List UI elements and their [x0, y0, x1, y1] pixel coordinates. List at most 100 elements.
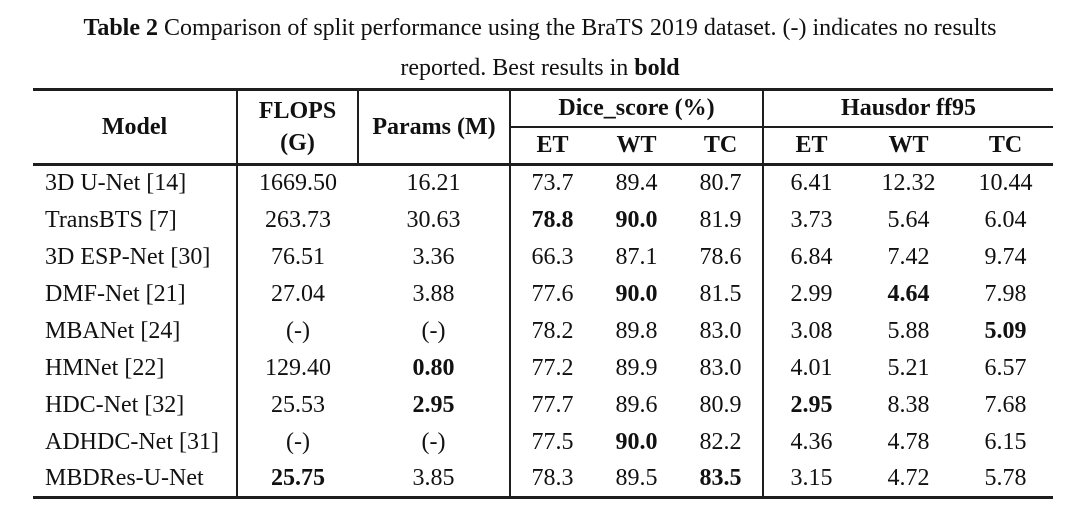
hd-tc-cell: 7.68: [984, 391, 1027, 418]
caption-bold-word: bold: [634, 55, 680, 81]
dice-tc-cell: 83.0: [679, 312, 764, 350]
hd-tc-cell: 10.44: [978, 170, 1033, 197]
model-cell: HDC-Net [32]: [33, 386, 238, 424]
dice-tc-cell: 83.5: [679, 460, 764, 498]
params-cell: 3.85: [358, 460, 511, 498]
dice-et-cell: 77.2: [531, 354, 574, 381]
model-cell: MBDRes-U-Net: [33, 460, 238, 498]
hd-et-cell: 3.08: [790, 317, 833, 344]
model-cell: ADHDC-Net [31]: [33, 423, 238, 461]
caption-line1-text: Comparison of split performance using th…: [158, 15, 997, 41]
model-cell: 3D ESP-Net [30]: [33, 238, 238, 276]
hd-wt-cell: 4.64: [887, 280, 930, 307]
dice-tc-cell: 80.7: [679, 164, 764, 202]
hd-et-cell: 4.01: [790, 354, 833, 381]
params-cell: 3.36: [358, 238, 511, 276]
dice-et-cell: 66.3: [531, 243, 574, 270]
hd-et-cell: 3.73: [790, 206, 833, 233]
table-row: 3D U-Net [14] 1669.50 16.21 73.7 89.4 80…: [33, 164, 1053, 202]
dice-et-cell: 77.6: [531, 280, 574, 307]
params-cell: 0.80: [358, 349, 511, 387]
flops-cell: 25.75: [271, 464, 325, 491]
hd-wt-cell: 5.21: [887, 354, 930, 381]
flops-cell: 1669.50: [259, 170, 337, 197]
caption-line-2: reported. Best results in bold: [0, 48, 1080, 88]
dice-wt-cell: 90.0: [615, 280, 658, 307]
model-cell: 3D U-Net [14]: [33, 164, 238, 202]
dice-wt-cell: 89.8: [615, 317, 658, 344]
flops-cell: (-): [286, 317, 310, 344]
dice-tc-cell: 81.5: [679, 275, 764, 313]
dice-wt-cell: 89.5: [615, 464, 658, 491]
params-cell: 3.88: [358, 275, 511, 313]
subheader-hd-et: ET: [763, 126, 859, 166]
flops-cell: 27.04: [271, 280, 325, 307]
hd-et-cell: 4.36: [790, 428, 833, 455]
header-flops: FLOPS (G): [237, 89, 359, 166]
dice-wt-cell: 89.6: [615, 391, 658, 418]
hd-tc-cell: 6.04: [984, 206, 1027, 233]
caption-table-label: Table 2: [83, 15, 158, 41]
hd-et-cell: 2.99: [790, 280, 833, 307]
table-row: HDC-Net [32] 25.53 2.95 77.7 89.6 80.9 2…: [33, 386, 1053, 424]
hd-tc-cell: 6.57: [984, 354, 1027, 381]
header-hausdorff-group: Hausdor ff95: [763, 89, 1054, 128]
flops-cell: 263.73: [265, 206, 331, 233]
hd-et-cell: 6.84: [790, 243, 833, 270]
hd-tc-cell: 5.09: [984, 317, 1027, 344]
params-cell: 2.95: [358, 386, 511, 424]
dice-tc-cell: 78.6: [679, 238, 764, 276]
dice-wt-cell: 90.0: [615, 428, 658, 455]
hd-tc-cell: 9.74: [984, 243, 1027, 270]
header-flops-line2: (G): [280, 130, 315, 156]
table-row: HMNet [22] 129.40 0.80 77.2 89.9 83.0 4.…: [33, 349, 1053, 387]
dice-wt-cell: 90.0: [615, 206, 658, 233]
table-caption: Table 2 Comparison of split performance …: [0, 8, 1080, 88]
hd-wt-cell: 4.78: [887, 428, 930, 455]
model-cell: DMF-Net [21]: [33, 275, 238, 313]
subheader-hd-wt: WT: [859, 126, 958, 166]
model-cell: MBANet [24]: [33, 312, 238, 350]
caption-line2-text: reported. Best results in: [400, 55, 635, 81]
dice-et-cell: 78.2: [531, 317, 574, 344]
header-row-sub: ET WT TC ET WT TC: [33, 126, 1054, 166]
dice-wt-cell: 87.1: [615, 243, 658, 270]
hd-wt-cell: 5.64: [887, 206, 930, 233]
flops-cell: 129.40: [265, 354, 331, 381]
dice-tc-cell: 82.2: [679, 423, 764, 461]
hd-tc-cell: 6.15: [984, 428, 1027, 455]
hd-wt-cell: 7.42: [887, 243, 930, 270]
params-cell: 16.21: [358, 164, 511, 202]
dice-wt-cell: 89.9: [615, 354, 658, 381]
hd-wt-cell: 4.72: [887, 464, 930, 491]
subheader-dice-et: ET: [510, 126, 594, 166]
table-body: 3D U-Net [14] 1669.50 16.21 73.7 89.4 80…: [33, 164, 1053, 498]
model-cell: TransBTS [7]: [33, 201, 238, 239]
params-cell: (-): [358, 312, 511, 350]
params-cell: 30.63: [358, 201, 511, 239]
subheader-dice-wt: WT: [594, 126, 679, 166]
table-row: 3D ESP-Net [30] 76.51 3.36 66.3 87.1 78.…: [33, 238, 1053, 276]
header-dice-group: Dice_score (%): [510, 89, 764, 128]
dice-et-cell: 73.7: [531, 170, 574, 197]
hd-tc-cell: 7.98: [984, 280, 1027, 307]
table-header: Model FLOPS (G) Params (M) Dice_score (%)…: [33, 89, 1054, 166]
dice-et-cell: 77.5: [531, 428, 574, 455]
dice-et-cell: 78.8: [531, 206, 574, 233]
header-row-groups: Model FLOPS (G) Params (M) Dice_score (%)…: [33, 89, 1054, 166]
header-params: Params (M): [358, 89, 511, 166]
hd-tc-cell: 5.78: [984, 464, 1027, 491]
model-cell: HMNet [22]: [33, 349, 238, 387]
table-row: MBANet [24] (-) (-) 78.2 89.8 83.0 3.08 …: [33, 312, 1053, 350]
hd-wt-cell: 8.38: [887, 391, 930, 418]
table-row: ADHDC-Net [31] (-) (-) 77.5 90.0 82.2 4.…: [33, 423, 1053, 461]
hd-wt-cell: 5.88: [887, 317, 930, 344]
dice-tc-cell: 80.9: [679, 386, 764, 424]
dice-tc-cell: 83.0: [679, 349, 764, 387]
dice-tc-cell: 81.9: [679, 201, 764, 239]
header-flops-line1: FLOPS: [258, 98, 337, 124]
table-row: DMF-Net [21] 27.04 3.88 77.6 90.0 81.5 2…: [33, 275, 1053, 313]
hd-wt-cell: 12.32: [881, 170, 936, 197]
caption-line-1: Table 2 Comparison of split performance …: [0, 8, 1080, 48]
